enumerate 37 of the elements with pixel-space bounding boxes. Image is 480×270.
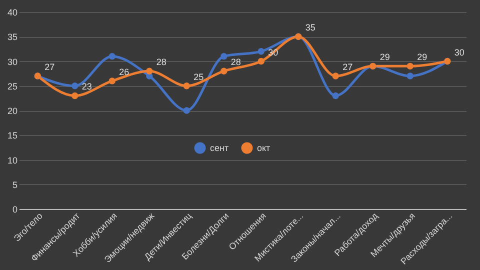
y-tick-label: 15 bbox=[7, 130, 18, 141]
data-label: 23 bbox=[82, 82, 92, 92]
y-tick-label: 5 bbox=[12, 180, 18, 190]
point bbox=[258, 48, 264, 55]
point bbox=[108, 78, 116, 84]
data-label: 27 bbox=[342, 62, 353, 72]
y-tick-label: 30 bbox=[7, 56, 18, 67]
data-label: 27 bbox=[44, 62, 55, 72]
point bbox=[406, 62, 414, 70]
point bbox=[72, 82, 78, 90]
y-tick-label: 25 bbox=[7, 81, 18, 92]
y-tick-label: 0 bbox=[12, 204, 18, 214]
point bbox=[332, 72, 339, 80]
point bbox=[220, 52, 228, 60]
y-tick-label: 40 bbox=[7, 8, 18, 18]
point bbox=[183, 107, 190, 114]
point bbox=[220, 68, 228, 74]
data-label: 35 bbox=[305, 22, 316, 33]
point bbox=[406, 72, 414, 80]
data-label: 29 bbox=[417, 52, 428, 62]
point bbox=[183, 82, 190, 90]
y-tick-label: 20 bbox=[7, 106, 18, 116]
data-label: 28 bbox=[230, 57, 241, 68]
y-tick-label: 10 bbox=[7, 155, 18, 166]
point bbox=[72, 92, 78, 100]
data-label: 30 bbox=[454, 47, 464, 58]
legend-label: окт bbox=[257, 143, 270, 153]
y-tick-label: 35 bbox=[7, 32, 18, 42]
point bbox=[258, 58, 264, 65]
data-label: 25 bbox=[194, 72, 204, 82]
data-label: 29 bbox=[380, 52, 390, 62]
point bbox=[146, 68, 153, 74]
point bbox=[108, 52, 116, 60]
point bbox=[332, 92, 339, 100]
data-label: 26 bbox=[119, 66, 130, 77]
legend-label: сент bbox=[210, 143, 229, 153]
data-label: 28 bbox=[156, 57, 166, 68]
